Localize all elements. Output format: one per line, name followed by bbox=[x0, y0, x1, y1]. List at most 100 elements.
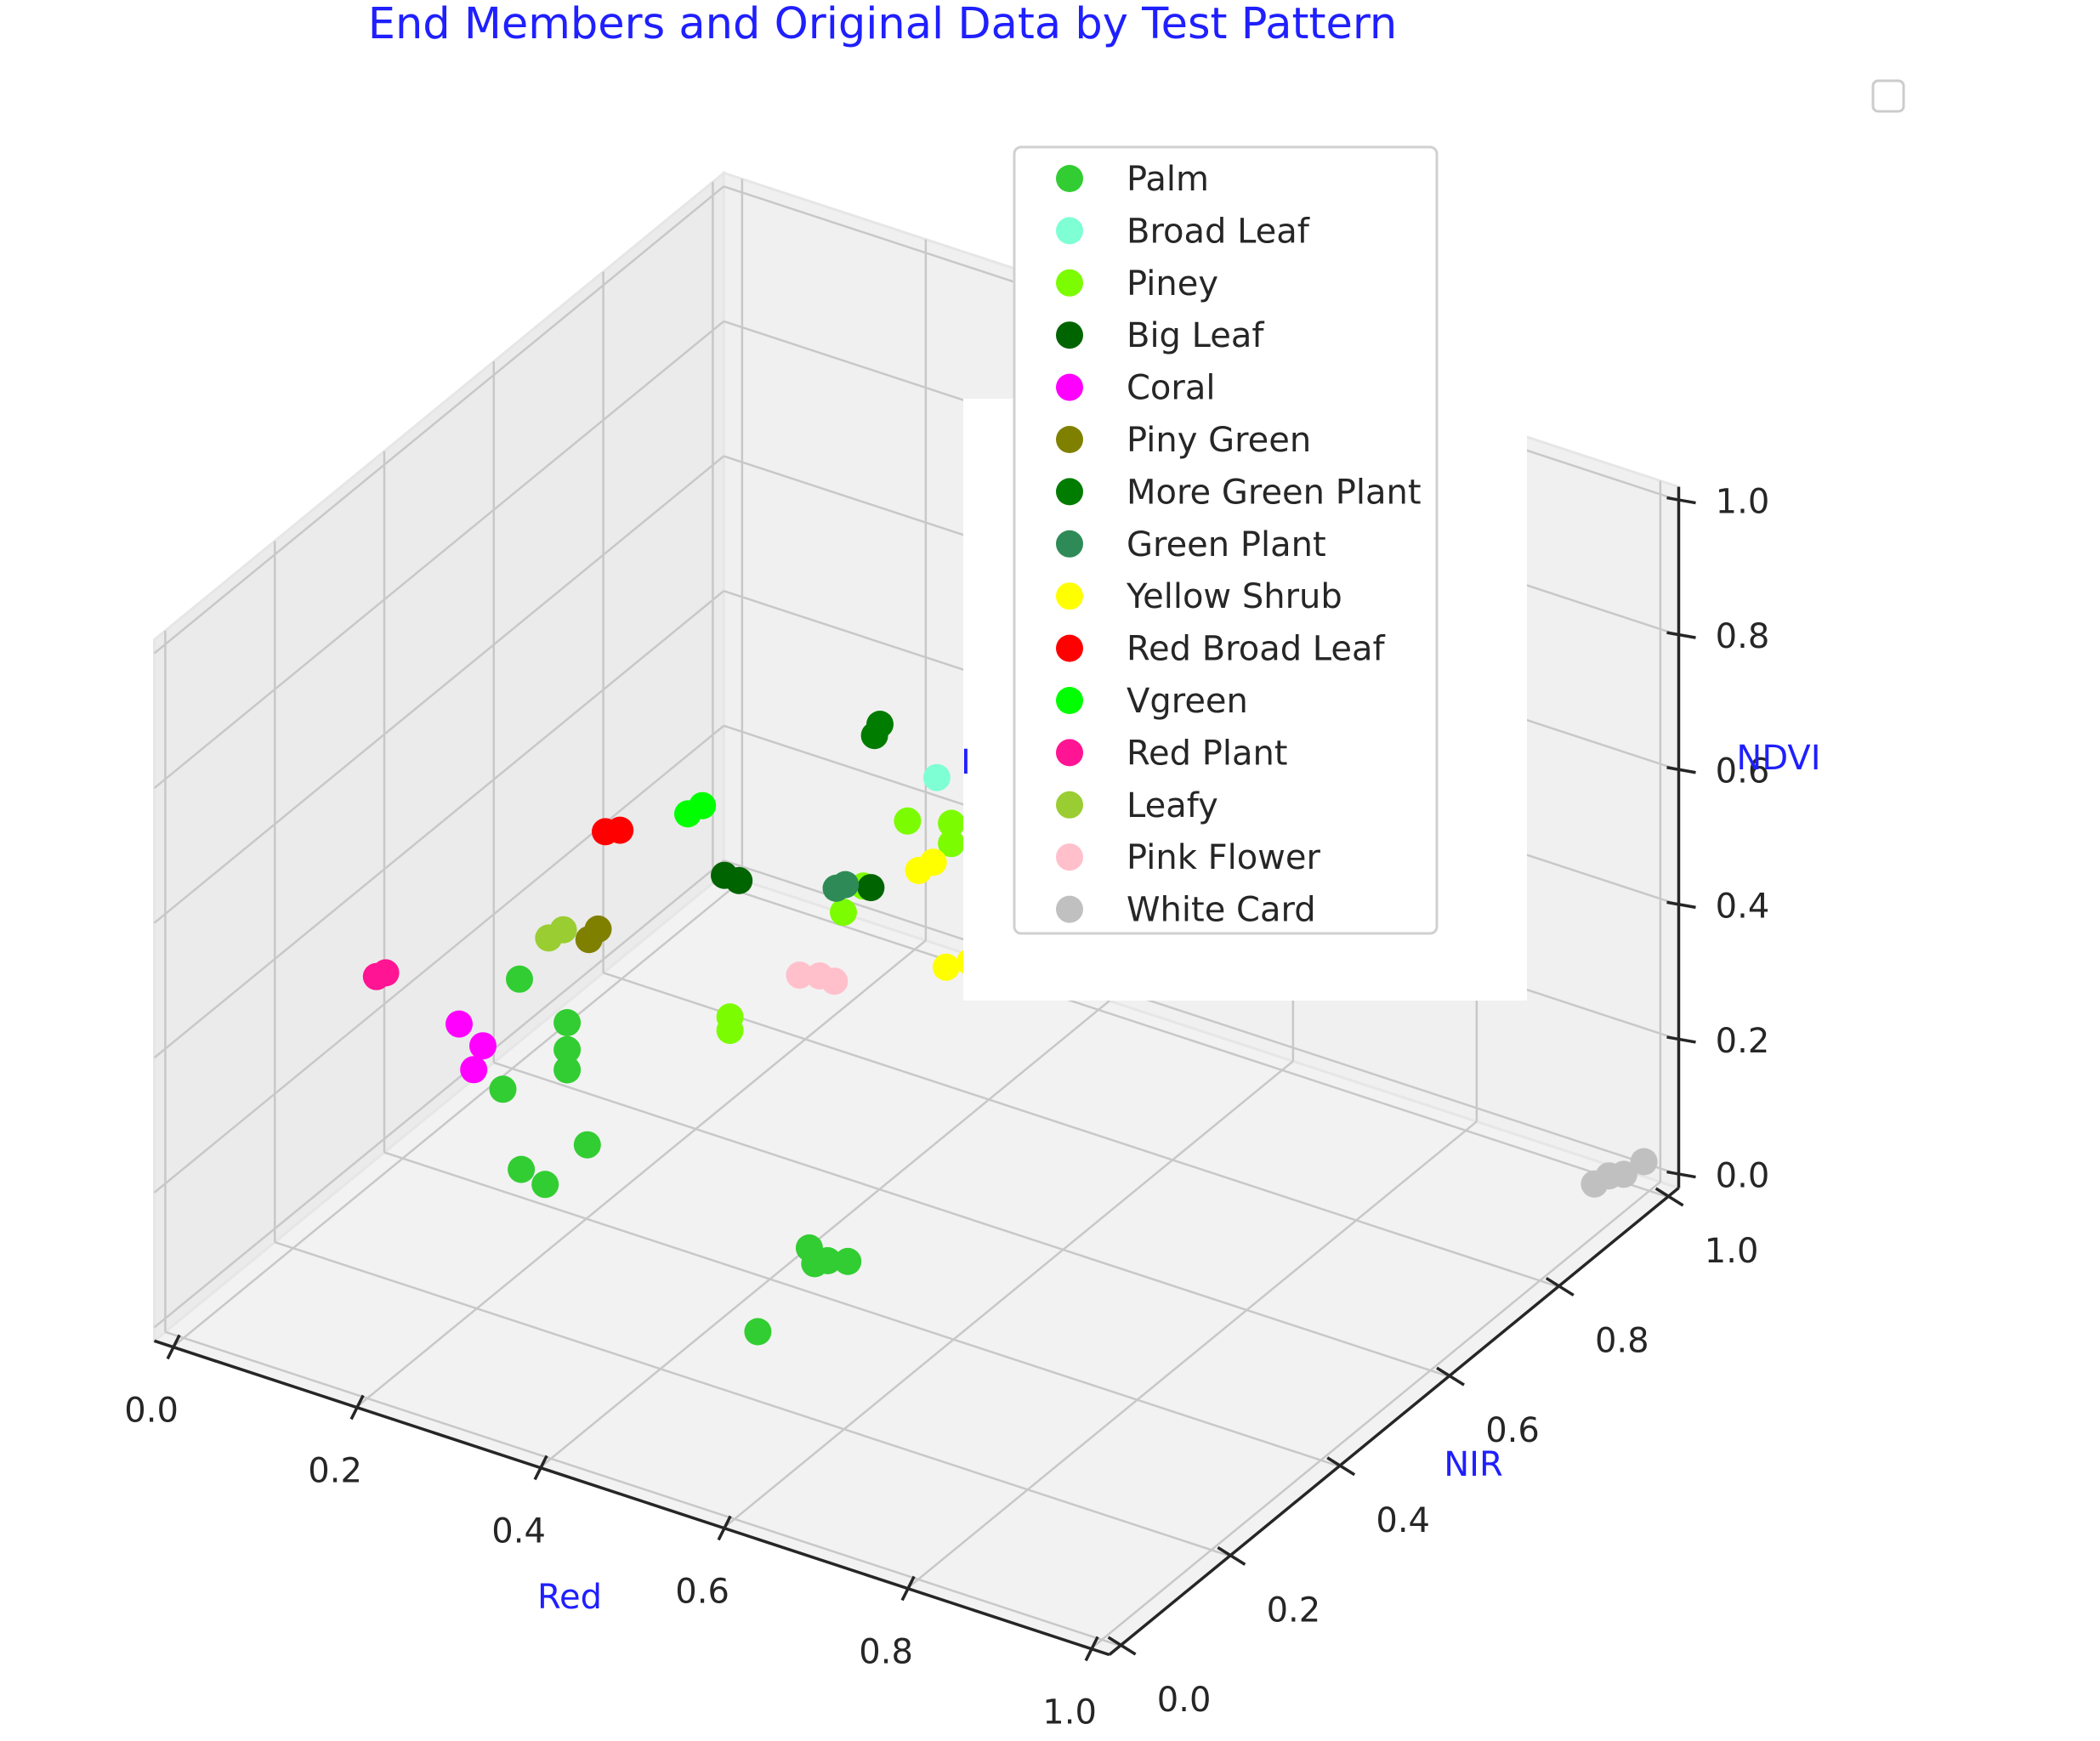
data-point bbox=[834, 1247, 862, 1275]
z-tick-label: 1.0 bbox=[1716, 483, 1770, 522]
grid-line bbox=[355, 939, 927, 1409]
legend-marker bbox=[1056, 530, 1083, 558]
z-tick bbox=[1666, 766, 1696, 774]
data-point bbox=[506, 965, 533, 993]
legend-label: Piny Green bbox=[1127, 421, 1311, 460]
data-point bbox=[372, 959, 400, 987]
x-tick-label: 0.6 bbox=[675, 1572, 729, 1611]
data-point bbox=[822, 874, 850, 902]
data-point bbox=[508, 1155, 536, 1183]
grid-line bbox=[153, 185, 725, 655]
data-point bbox=[786, 961, 814, 990]
y-tick bbox=[1545, 1277, 1575, 1297]
x-tick-label: 0.2 bbox=[308, 1451, 362, 1490]
legend-label: Vgreen bbox=[1127, 682, 1248, 721]
data-point bbox=[938, 809, 966, 837]
legend-label: Pink Flower bbox=[1127, 838, 1321, 877]
legend-marker bbox=[1056, 373, 1083, 401]
data-point bbox=[744, 1318, 772, 1346]
data-point bbox=[894, 807, 922, 835]
y-tick bbox=[1107, 1636, 1137, 1656]
grid-line bbox=[153, 320, 725, 790]
z-tick-label: 0.8 bbox=[1716, 617, 1770, 656]
y-tick bbox=[1326, 1456, 1356, 1477]
x-axis-label: Red bbox=[537, 1578, 602, 1617]
legend-label: Broad Leaf bbox=[1127, 212, 1310, 251]
y-axis-line bbox=[1108, 1187, 1680, 1656]
axes bbox=[153, 486, 1696, 1662]
z-axis-label: NDVI bbox=[1736, 739, 1820, 778]
y-tick bbox=[1654, 1187, 1684, 1207]
legend-frame bbox=[1013, 145, 1439, 935]
y-tick-label: 0.2 bbox=[1267, 1591, 1321, 1630]
legend-marker bbox=[1056, 217, 1083, 245]
legend-marker bbox=[1056, 895, 1083, 923]
data-point bbox=[919, 848, 947, 876]
x-tick bbox=[166, 1334, 181, 1360]
chart-title: End Members and Original Data by Test Pa… bbox=[368, 0, 1398, 49]
legend-marker bbox=[1056, 739, 1083, 767]
legend-marker bbox=[1056, 426, 1083, 453]
x-axis-line bbox=[153, 1339, 1110, 1657]
data-point bbox=[606, 816, 634, 844]
legend-marker bbox=[1056, 687, 1083, 714]
legend-label: Coral bbox=[1127, 369, 1215, 408]
data-point bbox=[446, 1010, 473, 1038]
data-point bbox=[932, 953, 960, 981]
data-point bbox=[857, 874, 885, 902]
data-point bbox=[549, 916, 577, 944]
data-point bbox=[689, 791, 717, 819]
legend-marker bbox=[1056, 634, 1083, 662]
legend-label: Red Plant bbox=[1127, 734, 1288, 773]
legend-label: More Green Plant bbox=[1127, 473, 1422, 512]
data-point bbox=[922, 763, 951, 791]
y-tick-label: 0.4 bbox=[1376, 1501, 1430, 1540]
grid-line bbox=[153, 590, 725, 1059]
grid-line bbox=[153, 455, 725, 924]
data-point bbox=[1581, 1170, 1609, 1198]
data-point bbox=[573, 1131, 601, 1159]
grid-line bbox=[906, 1120, 1478, 1590]
grid-line bbox=[603, 972, 1559, 1288]
z-tick-label: 0.2 bbox=[1716, 1022, 1770, 1061]
legend-marker bbox=[1056, 843, 1083, 871]
y-axis-label: NIR bbox=[1444, 1445, 1503, 1484]
x-tick bbox=[900, 1575, 916, 1602]
y-tick-label: 0.6 bbox=[1485, 1411, 1540, 1450]
partial-axis-label: I bbox=[961, 743, 971, 782]
data-point bbox=[553, 1056, 582, 1084]
z-tick bbox=[1666, 900, 1696, 910]
legend-marker bbox=[1056, 791, 1083, 819]
z-tick bbox=[1666, 1170, 1696, 1179]
x-tick bbox=[533, 1455, 548, 1481]
z-tick bbox=[1666, 496, 1696, 505]
data-point bbox=[716, 1017, 744, 1045]
grid-line bbox=[165, 1330, 1121, 1647]
data-point bbox=[553, 1035, 582, 1063]
legend-marker bbox=[1056, 165, 1083, 192]
x-tick-label: 1.0 bbox=[1042, 1693, 1097, 1732]
legend: Palm Broad Leaf Piney Big Leaf Coral Piny Gre… bbox=[1013, 145, 1439, 935]
empty-checkbox[interactable] bbox=[1871, 79, 1905, 113]
z-tick bbox=[1666, 1035, 1696, 1044]
grid-line bbox=[723, 859, 1679, 1176]
z-tick-label: 0.0 bbox=[1716, 1157, 1770, 1196]
x-tick bbox=[717, 1515, 732, 1541]
grid-lines bbox=[153, 179, 1679, 1650]
x-tick bbox=[349, 1394, 365, 1421]
z-tick bbox=[1666, 631, 1696, 639]
x-tick-label: 0.4 bbox=[491, 1511, 546, 1551]
grid-line bbox=[153, 859, 725, 1329]
z-tick-label: 0.4 bbox=[1716, 887, 1770, 926]
data-point bbox=[830, 899, 857, 927]
legend-label: Yellow Shrub bbox=[1126, 577, 1342, 616]
data-point bbox=[801, 1250, 829, 1278]
y-tick-label: 0.0 bbox=[1157, 1681, 1212, 1720]
data-point bbox=[820, 967, 849, 995]
y-tick-label: 0.8 bbox=[1595, 1322, 1649, 1361]
legend-marker bbox=[1056, 321, 1083, 349]
x-tick bbox=[1084, 1636, 1099, 1662]
data-point bbox=[938, 830, 966, 858]
data-point bbox=[489, 1075, 517, 1103]
